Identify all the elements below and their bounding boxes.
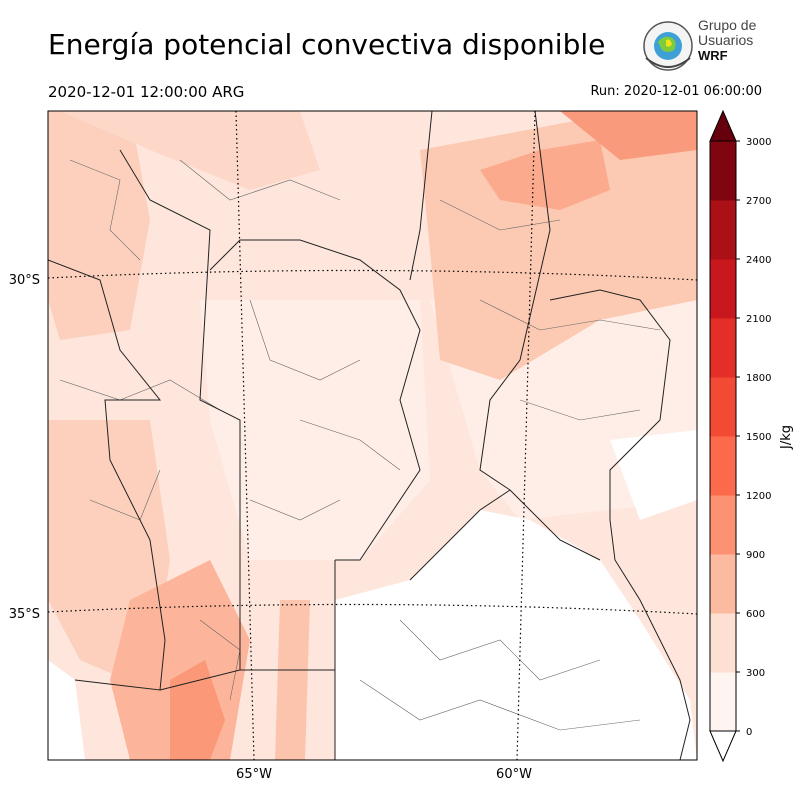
logo-line-1: Grupo de — [698, 17, 757, 33]
colorbar-swatch — [710, 141, 736, 201]
colorbar-unit-label: J/kg — [779, 425, 794, 450]
colorbar-tick-label: 1800 — [746, 373, 771, 384]
parallel-30s — [48, 269, 697, 281]
colorbar-swatch — [710, 377, 736, 437]
cape-area-moderate — [275, 600, 310, 760]
colorbar-tick-label: 600 — [746, 609, 765, 620]
colorbar-tick-label: 300 — [746, 668, 765, 679]
colorbar-tick-label: 2700 — [746, 196, 771, 207]
graticule — [48, 111, 697, 760]
colorbar-extend-top — [709, 109, 737, 142]
logo-text: Grupo de Usuarios WRF — [698, 17, 757, 64]
colorbar-swatch — [710, 672, 736, 732]
globe-icon — [643, 21, 693, 71]
colorbar-extend-bottom — [709, 730, 737, 763]
coastline — [609, 519, 691, 760]
department-boundaries — [59, 159, 661, 731]
colorbar-swatch — [710, 259, 736, 319]
colorbar-swatch — [710, 318, 736, 378]
map-plot-area — [48, 111, 697, 760]
colorbar-swatch — [710, 613, 736, 673]
colorbar-swatch — [710, 495, 736, 555]
meridian-60w — [516, 111, 536, 760]
colorbar-tick-label: 1500 — [746, 432, 771, 443]
valid-time: 2020-12-01 12:00:00 ARG — [48, 83, 245, 101]
logo-line-2: Usuarios — [698, 32, 754, 48]
lon-label-65w: 65°W — [236, 767, 272, 782]
cape-area-high — [170, 660, 225, 760]
run-time: Run: 2020-12-01 06:00:00 — [590, 84, 762, 99]
colorbar-tick-label: 1200 — [746, 491, 771, 502]
parallel-35s — [48, 603, 697, 615]
colorbar-swatch — [710, 554, 736, 614]
cape-area-high — [480, 140, 610, 210]
colorbar-swatch — [710, 436, 736, 496]
lat-label-30s: 30°S — [9, 273, 40, 288]
colorbar-tick-label: 3000 — [746, 137, 771, 148]
cape-area-none — [48, 660, 85, 760]
meridian-65w — [235, 111, 255, 760]
colorbar: 0 300 600 900 1200 1500 1800 2100 2400 2700 3000 — [709, 109, 771, 763]
lat-label-35s: 35°S — [9, 607, 40, 622]
colorbar-tick-label: 0 — [746, 727, 752, 738]
cape-area-high — [560, 111, 697, 160]
map-frame — [47, 110, 698, 761]
colorbar-swatch — [710, 200, 736, 260]
cape-area-moderate — [420, 120, 697, 380]
map-title: Energía potencial convectiva disponible — [48, 28, 606, 61]
wrf-users-logo: Grupo de Usuarios WRF — [640, 18, 780, 74]
colorbar-tick-label: 900 — [746, 550, 765, 561]
colorbar-tick-label: 2400 — [746, 255, 771, 266]
cape-area-none — [610, 430, 697, 520]
colorbar-tick-label: 2100 — [746, 314, 771, 325]
logo-line-3: WRF — [698, 48, 728, 63]
lon-label-60w: 60°W — [496, 767, 532, 782]
cape-area-none — [335, 510, 697, 760]
cape-area-moderate — [48, 111, 150, 340]
cape-area-low — [200, 300, 430, 560]
province-boundaries — [48, 111, 671, 760]
cape-area-moderate — [60, 111, 320, 190]
